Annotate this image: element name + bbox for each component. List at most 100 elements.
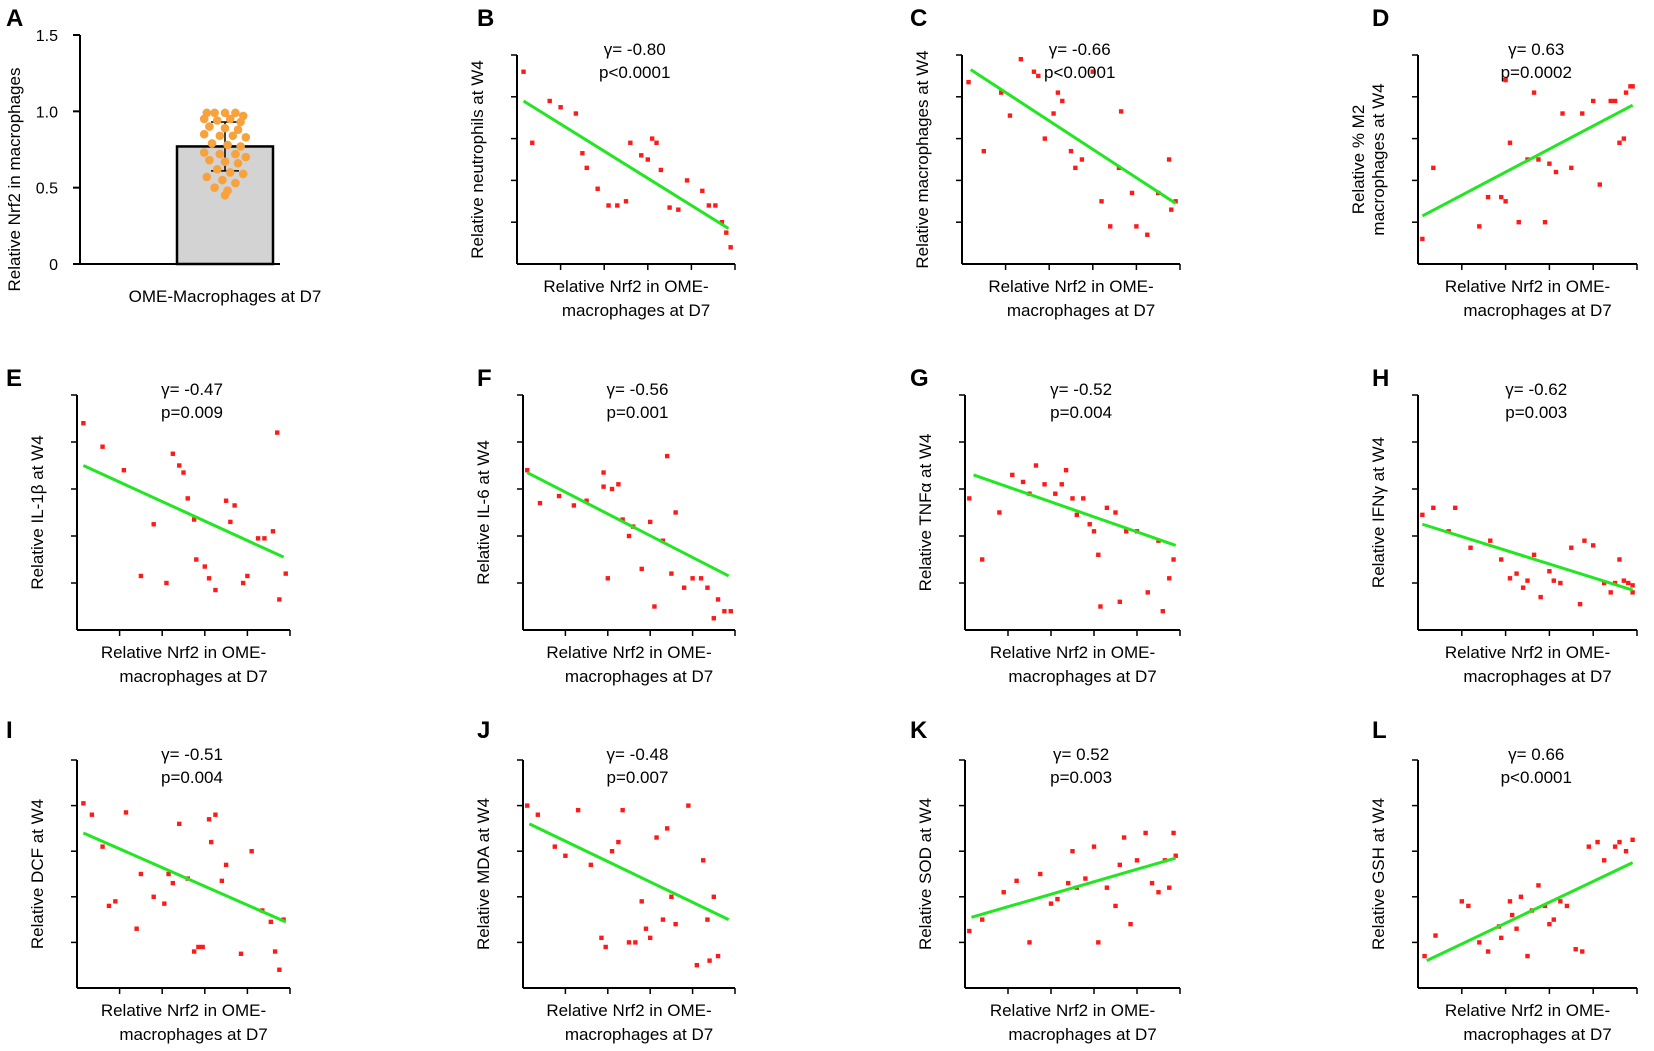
panel-letter-i: I xyxy=(6,717,13,744)
scatter-point xyxy=(1573,947,1578,952)
x-axis-label-line2: macrophages at D7 xyxy=(1463,301,1611,320)
y-axis-label-line2: macrophages at W4 xyxy=(1369,83,1388,235)
scatter-point xyxy=(1051,111,1056,116)
bar-data-point xyxy=(220,108,230,118)
scatter-point xyxy=(1083,876,1088,881)
x-axis-label-line2: macrophages at D7 xyxy=(565,667,713,686)
scatter-point xyxy=(966,79,971,85)
correlation-coefficient: γ= -0.62 xyxy=(1505,380,1567,399)
y-tick-label: 0.5 xyxy=(36,181,58,198)
panel-letter-j: J xyxy=(477,717,490,744)
scatter-point xyxy=(620,517,625,522)
scatter-point xyxy=(1068,148,1074,154)
scatter-point xyxy=(1124,529,1129,534)
bar-data-point xyxy=(236,117,245,127)
scatter-point xyxy=(1536,883,1541,888)
scatter-point xyxy=(724,230,729,235)
scatter-point xyxy=(1145,232,1150,237)
scatter-point xyxy=(1586,844,1592,849)
scatter-point xyxy=(1055,90,1061,95)
bar-data-point xyxy=(236,142,245,151)
scatter-point xyxy=(1612,98,1618,104)
scatter-point xyxy=(1630,84,1635,89)
scatter-point xyxy=(1595,839,1600,845)
scatter-point xyxy=(660,917,666,922)
scatter-point xyxy=(1027,940,1032,945)
p-value: p<0.0001 xyxy=(599,63,670,82)
bar-data-point xyxy=(215,149,225,159)
scatter-point xyxy=(1031,69,1037,74)
scatter-point xyxy=(1518,894,1524,899)
scatter-point xyxy=(639,899,644,904)
regression-line xyxy=(528,822,730,921)
scatter-point xyxy=(728,609,733,614)
scatter-point xyxy=(1630,590,1635,595)
scatter-point xyxy=(571,503,577,508)
scatter-point xyxy=(1433,933,1438,938)
y-axis-label: Relative MDA at W4 xyxy=(474,798,493,950)
scatter-point xyxy=(196,944,201,950)
p-value: p=0.003 xyxy=(1050,768,1112,787)
scatter-point xyxy=(1503,199,1508,204)
scatter-point xyxy=(1514,926,1519,931)
scatter-point xyxy=(170,880,176,886)
scatter-point xyxy=(268,919,274,925)
scatter-point xyxy=(1477,224,1482,229)
scatter-point xyxy=(255,536,261,541)
correlation-coefficient: γ= -0.47 xyxy=(161,380,223,399)
scatter-point xyxy=(1538,594,1543,600)
panel-letter-c: C xyxy=(910,5,927,32)
scatter-point xyxy=(219,878,225,884)
scatter-point xyxy=(701,858,706,863)
scatter-point xyxy=(1055,896,1060,902)
regression-line xyxy=(971,856,1177,919)
bar-data-point xyxy=(212,116,222,125)
bar-data-point xyxy=(231,149,240,159)
scatter-point xyxy=(654,835,659,840)
scatter-point xyxy=(1531,90,1537,95)
scatter-point xyxy=(1477,940,1482,945)
scatter-point xyxy=(537,500,543,506)
bar-data-point xyxy=(220,191,230,200)
scatter-point xyxy=(626,940,632,945)
scatter-point xyxy=(162,901,167,906)
scatter-point xyxy=(1608,590,1613,595)
scatter-point xyxy=(698,576,704,581)
scatter-point xyxy=(249,849,254,854)
bar-data-point xyxy=(202,172,212,182)
scatter-point xyxy=(1577,601,1583,607)
scatter-point xyxy=(1060,98,1065,104)
scatter-point xyxy=(616,482,621,487)
x-axis-label-line1: Relative Nrf2 in OME- xyxy=(1445,643,1610,662)
scatter-point xyxy=(1525,578,1530,583)
scatter-point xyxy=(547,98,552,104)
bar-data-point xyxy=(223,140,232,150)
bar-data-point xyxy=(210,183,219,192)
scatter-point xyxy=(1420,236,1425,242)
scatter-point xyxy=(609,849,615,854)
scatter-point xyxy=(177,821,182,827)
panel-letter-b: B xyxy=(477,5,494,32)
scatter-point xyxy=(1617,839,1622,845)
scatter-point xyxy=(1167,885,1172,890)
scatter-point xyxy=(1488,538,1493,543)
scatter-point xyxy=(1630,837,1635,842)
scatter-point xyxy=(1525,953,1530,959)
scatter-point xyxy=(1580,949,1585,954)
y-axis-label: Relative Nrf2 in macrophages xyxy=(5,68,24,292)
scatter-point xyxy=(658,167,664,173)
correlation-coefficient: γ= -0.48 xyxy=(607,745,669,764)
bar-data-point xyxy=(218,175,227,185)
scatter-point xyxy=(1431,165,1436,171)
scatter-point xyxy=(690,576,695,581)
x-axis-label-line2: macrophages at D7 xyxy=(119,1025,267,1044)
bar-data-point xyxy=(199,148,209,157)
scatter-point xyxy=(573,111,579,116)
scatter-point xyxy=(206,817,212,822)
scatter-point xyxy=(673,510,678,515)
correlation-coefficient: γ= 0.66 xyxy=(1508,745,1564,764)
scatter-point xyxy=(170,451,176,456)
scatter-point xyxy=(711,616,716,621)
scatter-point xyxy=(626,533,632,539)
